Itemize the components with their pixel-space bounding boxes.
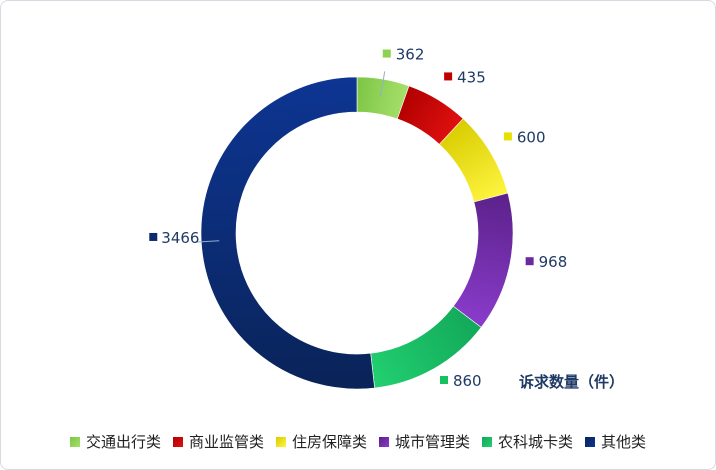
leader-lines	[193, 71, 386, 243]
data-label-marker-1	[382, 49, 391, 58]
legend-swatch-3	[275, 436, 286, 447]
data-label-1: 362	[382, 46, 425, 64]
data-label-value-5: 860	[453, 372, 482, 390]
legend-swatch-5	[482, 436, 493, 447]
legend-label-6: 其他类	[601, 433, 647, 451]
data-label-4: 968	[525, 253, 568, 271]
legend-item-6: 其他类	[585, 431, 646, 452]
data-label-marker-3	[503, 132, 512, 141]
data-label-value-6: 3466	[161, 229, 199, 247]
data-label-marker-5	[439, 376, 448, 385]
legend-item-4: 城市管理类	[379, 431, 470, 452]
leader-line-6	[193, 240, 220, 243]
legend-label-4: 城市管理类	[395, 433, 471, 451]
data-label-value-1: 362	[396, 46, 425, 64]
donut-slice-4	[452, 192, 514, 328]
data-label-6: 3466	[149, 229, 199, 247]
data-label-3: 600	[503, 128, 546, 146]
donut-slice-6	[200, 76, 375, 390]
series-label: 诉求数量（件）	[519, 373, 625, 391]
legend-swatch-6	[585, 436, 596, 447]
leader-line-1	[379, 71, 386, 98]
data-label-value-3: 600	[517, 128, 546, 146]
legend-item-1: 交通出行类	[69, 431, 161, 452]
legend-label-5: 农科城卡类	[498, 433, 574, 451]
data-label-5: 860	[439, 372, 482, 390]
legend-label-2: 商业监管类	[188, 433, 264, 451]
data-label-marker-2	[444, 72, 453, 81]
data-label-value-2: 435	[457, 68, 486, 86]
chart-legend: 交通出行类 商业监管类 住房保障类 城市管理类 农科城卡类 其他类	[0, 431, 716, 452]
legend-swatch-4	[379, 436, 389, 447]
legend-item-2: 商业监管类	[172, 431, 264, 452]
data-label-2: 435	[444, 68, 486, 86]
data-label-marker-6	[149, 232, 158, 241]
legend-label-3: 住房保障类	[291, 433, 367, 451]
legend-item-5: 农科城卡类	[482, 431, 573, 452]
donut-slices	[200, 76, 514, 390]
legend-swatch-1	[69, 436, 80, 447]
data-label-value-4: 968	[539, 253, 568, 271]
data-label-marker-4	[525, 257, 534, 266]
legend-label-1: 交通出行类	[85, 433, 161, 451]
legend-item-3: 住房保障类	[275, 431, 367, 452]
data-labels: 362 435 600 968 860 3466	[149, 46, 567, 390]
legend-swatch-2	[172, 436, 183, 447]
